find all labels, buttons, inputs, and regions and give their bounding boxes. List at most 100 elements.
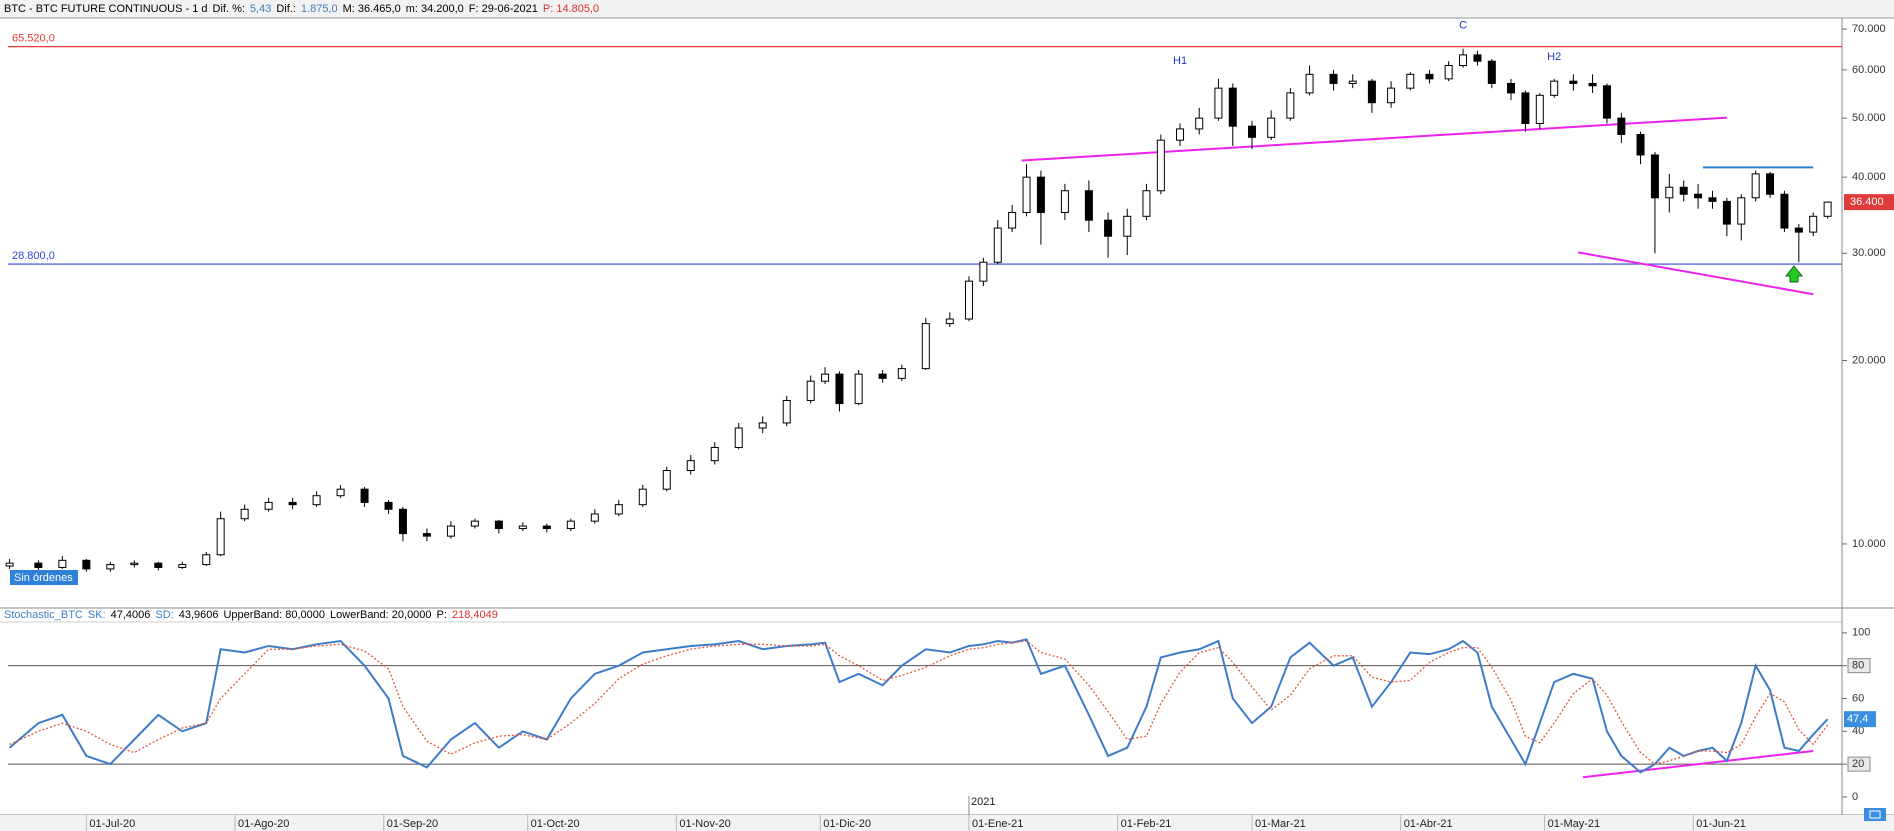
candle-body — [446, 525, 455, 537]
x-tick-label: 01-Nov-20 — [679, 818, 730, 830]
x-tick-label: 01-Ene-21 — [972, 818, 1023, 830]
candle-body — [360, 488, 369, 503]
candle-body — [384, 501, 393, 510]
candle-body — [1305, 73, 1314, 94]
candle-body — [1286, 92, 1295, 119]
y-tick-label: 0 — [1852, 791, 1858, 803]
candle-body — [1008, 211, 1017, 229]
candle-body — [1123, 215, 1132, 237]
candle-body — [1823, 201, 1832, 217]
candle-body — [1195, 117, 1204, 130]
nav-button[interactable] — [1864, 808, 1886, 821]
x-tick-label: 01-Feb-21 — [1121, 818, 1172, 830]
trend-line — [1582, 750, 1814, 779]
candle-body — [1367, 80, 1376, 104]
candle-body — [1459, 54, 1468, 67]
candle-body — [58, 559, 67, 568]
candle-body — [1694, 193, 1703, 199]
pattern-label: C — [1459, 19, 1467, 31]
candle-body — [240, 508, 249, 520]
candle-body — [854, 373, 863, 405]
header-text: P: 14.805,0 — [543, 3, 599, 15]
header-text: Dif. %: — [213, 3, 245, 15]
date-axis-bar — [0, 815, 1894, 831]
candle-body — [336, 488, 345, 497]
last-price-tag — [1844, 194, 1894, 211]
candle-body — [1228, 87, 1237, 127]
candle-body — [82, 559, 91, 570]
signal-arrow — [1784, 265, 1804, 283]
x-tick-label: 01-Mar-21 — [1255, 818, 1306, 830]
candle-body — [806, 380, 815, 401]
stochastic-line — [9, 640, 1829, 765]
candle-body — [264, 501, 273, 510]
candle-body — [154, 562, 163, 568]
candle-body — [1780, 193, 1789, 229]
candle-body — [216, 518, 225, 556]
candle-body — [1507, 82, 1516, 94]
candle-body — [106, 564, 115, 570]
x-tick-label: 01-Sep-20 — [387, 818, 438, 830]
orders-badge — [10, 570, 78, 585]
header-text: SK: — [88, 609, 106, 621]
candle-body — [1550, 80, 1559, 96]
candle-body — [1722, 200, 1731, 225]
candle-body — [1104, 219, 1113, 237]
candle-body — [1766, 173, 1775, 195]
header-text: P: — [437, 609, 447, 621]
header-text: Dif.: — [276, 3, 296, 15]
candle-body — [1636, 133, 1645, 156]
x-tick-label: 01-Dic-20 — [823, 818, 871, 830]
candle-body — [1809, 215, 1818, 233]
candle-body — [1022, 176, 1031, 213]
header-text: 218,4049 — [452, 609, 498, 621]
candle-body — [470, 520, 479, 527]
arrow-icon — [1784, 265, 1804, 283]
last-price-label: 36.400 — [1850, 196, 1884, 208]
candle-body — [1444, 65, 1453, 80]
x-tick-label: 01-Ago-20 — [238, 818, 289, 830]
candle-body — [566, 520, 575, 530]
candle-body — [5, 562, 14, 567]
header-text: 1.875,0 — [301, 3, 338, 15]
pattern-label: H1 — [1173, 55, 1187, 67]
candle-body — [1156, 139, 1165, 192]
candle-body — [897, 368, 906, 379]
candle-body — [1329, 73, 1338, 84]
orders-label: Sin órdenes — [14, 572, 73, 584]
candle-body — [782, 399, 791, 424]
candle-body — [1650, 154, 1659, 199]
nav-icon — [1869, 810, 1881, 819]
candle-body — [1176, 128, 1185, 141]
candle-body — [1247, 125, 1256, 138]
header-text: M: 36.465,0 — [343, 3, 401, 15]
candle-body — [821, 373, 830, 382]
candle-body — [1794, 227, 1803, 233]
candle-body — [202, 554, 211, 566]
x-tick-label: 01-May-21 — [1548, 818, 1601, 830]
candle-body — [835, 373, 844, 405]
header-text: Stochastic_BTC — [4, 609, 83, 621]
y-tick-label: 20 — [1852, 758, 1864, 770]
candle-body — [1521, 92, 1530, 124]
trend-line — [1021, 116, 1727, 162]
y-tick-label: 60 — [1852, 692, 1864, 704]
candle-body — [288, 501, 297, 506]
candle-body — [1425, 73, 1434, 80]
candle-body — [178, 564, 187, 568]
x-tick-label: 01-Jun-21 — [1696, 818, 1746, 830]
candle-body — [945, 318, 954, 325]
candle-body — [1617, 117, 1626, 135]
band-label-box — [1847, 658, 1871, 674]
y-tick-label: 50.000 — [1852, 112, 1886, 124]
candle-body — [1708, 197, 1717, 202]
candle-body — [964, 280, 973, 320]
candle-body — [614, 504, 623, 515]
level-label: 65.520,0 — [12, 33, 55, 45]
candle-body — [1142, 190, 1151, 217]
candle-body — [518, 525, 527, 530]
y-tick-label: 10.000 — [1852, 538, 1886, 550]
candle-body — [686, 460, 695, 471]
